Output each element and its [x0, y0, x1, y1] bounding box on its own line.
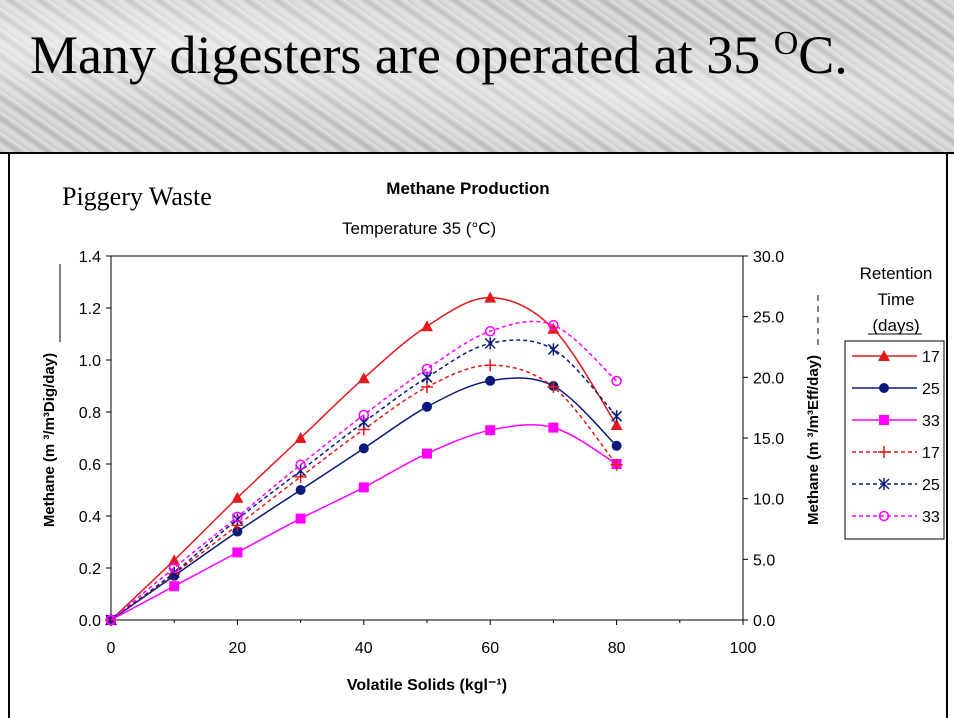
legend-title: Retention	[860, 264, 933, 283]
title-band: Many digesters are operated at 35 OC.	[0, 0, 954, 154]
data-point	[485, 425, 496, 436]
legend-label: 33	[922, 413, 940, 430]
data-point	[232, 511, 243, 523]
series-line	[110, 424, 617, 621]
y-right-tick-label: 30.0	[753, 249, 784, 266]
data-point	[295, 513, 306, 524]
y-right-tick-label: 15.0	[753, 431, 784, 448]
y-right-tick-label: 25.0	[753, 310, 784, 327]
y-left-tick-label: 0.2	[79, 561, 101, 578]
data-point	[232, 526, 243, 537]
data-point	[295, 485, 306, 495]
data-point	[232, 547, 243, 558]
data-point	[611, 440, 622, 451]
legend-box	[844, 340, 945, 540]
legend-label: 17	[922, 445, 940, 462]
data-point	[295, 459, 306, 470]
data-point	[169, 581, 180, 592]
data-point	[484, 325, 496, 337]
y-left-tick-label: 0.0	[79, 613, 101, 630]
data-point	[168, 562, 180, 574]
legend-label: 25	[922, 381, 940, 398]
y-left-tick-label: 0.4	[79, 509, 101, 526]
y-left-tick-label: 0.8	[79, 405, 101, 422]
data-point	[168, 554, 181, 566]
x-tick-label: 80	[608, 640, 626, 657]
chart-title: Methane Production	[386, 179, 549, 198]
legend-title: (days)	[872, 316, 919, 335]
piggery-subtitle: Piggery Waste	[62, 182, 212, 211]
data-point	[548, 319, 559, 331]
data-point	[358, 443, 369, 454]
data-point	[105, 614, 117, 626]
series-17-left	[105, 291, 623, 625]
data-point	[358, 482, 369, 493]
legend-swatch-marker	[878, 510, 890, 522]
data-point	[231, 513, 243, 526]
y-right-tick-label: 5.0	[753, 552, 775, 569]
legend-label: 17	[922, 349, 940, 366]
data-point	[548, 422, 559, 433]
data-point	[421, 363, 433, 375]
x-tick-label: 100	[730, 640, 757, 657]
x-axis-label: Volatile Solids (kgl⁻¹)	[347, 677, 507, 694]
legend-swatch-marker	[878, 446, 890, 458]
x-tick-label: 60	[481, 640, 499, 657]
series-line	[110, 339, 618, 621]
right-rule	[946, 152, 948, 718]
data-point	[231, 491, 244, 503]
series-25-left	[106, 375, 622, 625]
data-point	[358, 409, 370, 421]
series-line	[110, 320, 618, 621]
y-right-axis-label: Methane (m ³/m³Eff/day)	[805, 355, 822, 525]
y-left-tick-label: 1.2	[79, 301, 101, 318]
series-line	[110, 296, 618, 621]
data-point	[422, 401, 432, 412]
slide-title-end: C.	[798, 25, 848, 85]
data-point	[484, 291, 497, 303]
data-point	[357, 372, 370, 384]
left-rule	[8, 152, 10, 718]
y-right-tick-label: 0.0	[753, 613, 775, 630]
data-point	[611, 410, 623, 423]
slide-title: Many digesters are operated at 35 OC.	[30, 24, 848, 86]
series-line	[110, 364, 618, 621]
series-33-right	[105, 319, 622, 626]
data-point	[484, 337, 496, 350]
data-point	[547, 343, 559, 356]
x-tick-label: 40	[355, 640, 373, 657]
data-point	[610, 419, 623, 430]
slide-title-superscript: O	[773, 25, 799, 62]
data-point	[485, 375, 496, 386]
x-tick-label: 0	[107, 640, 116, 657]
legend-swatch-marker	[878, 350, 890, 361]
slide-title-text: Many digesters are operated at 35	[30, 25, 774, 85]
data-point	[294, 432, 307, 443]
data-point	[484, 359, 497, 372]
y-right-tick-label: 20.0	[753, 370, 784, 387]
y-left-tick-label: 1.4	[79, 249, 101, 266]
data-point	[421, 320, 433, 332]
legend-swatch-marker	[878, 478, 890, 490]
y-left-axis-label: Methane (m ³/m³Dig/day)	[41, 353, 58, 527]
data-point	[547, 322, 560, 334]
legend-label: 33	[922, 509, 940, 526]
y-left-tick-label: 1.0	[79, 353, 101, 370]
series-17-right	[105, 359, 623, 626]
data-point	[611, 375, 622, 387]
legend-title: Time	[877, 290, 914, 309]
legend-swatch-marker	[879, 383, 889, 393]
data-point	[547, 381, 560, 394]
legend-swatch-marker	[879, 415, 889, 425]
chart-subtitle: Temperature 35 (°C)	[342, 219, 496, 238]
x-tick-label: 20	[229, 640, 247, 657]
y-right-tick-label: 10.0	[753, 492, 784, 509]
y-left-tick-label: 0.6	[79, 457, 101, 474]
legend-label: 25	[922, 477, 940, 494]
data-point	[610, 458, 623, 471]
data-point	[422, 448, 432, 459]
